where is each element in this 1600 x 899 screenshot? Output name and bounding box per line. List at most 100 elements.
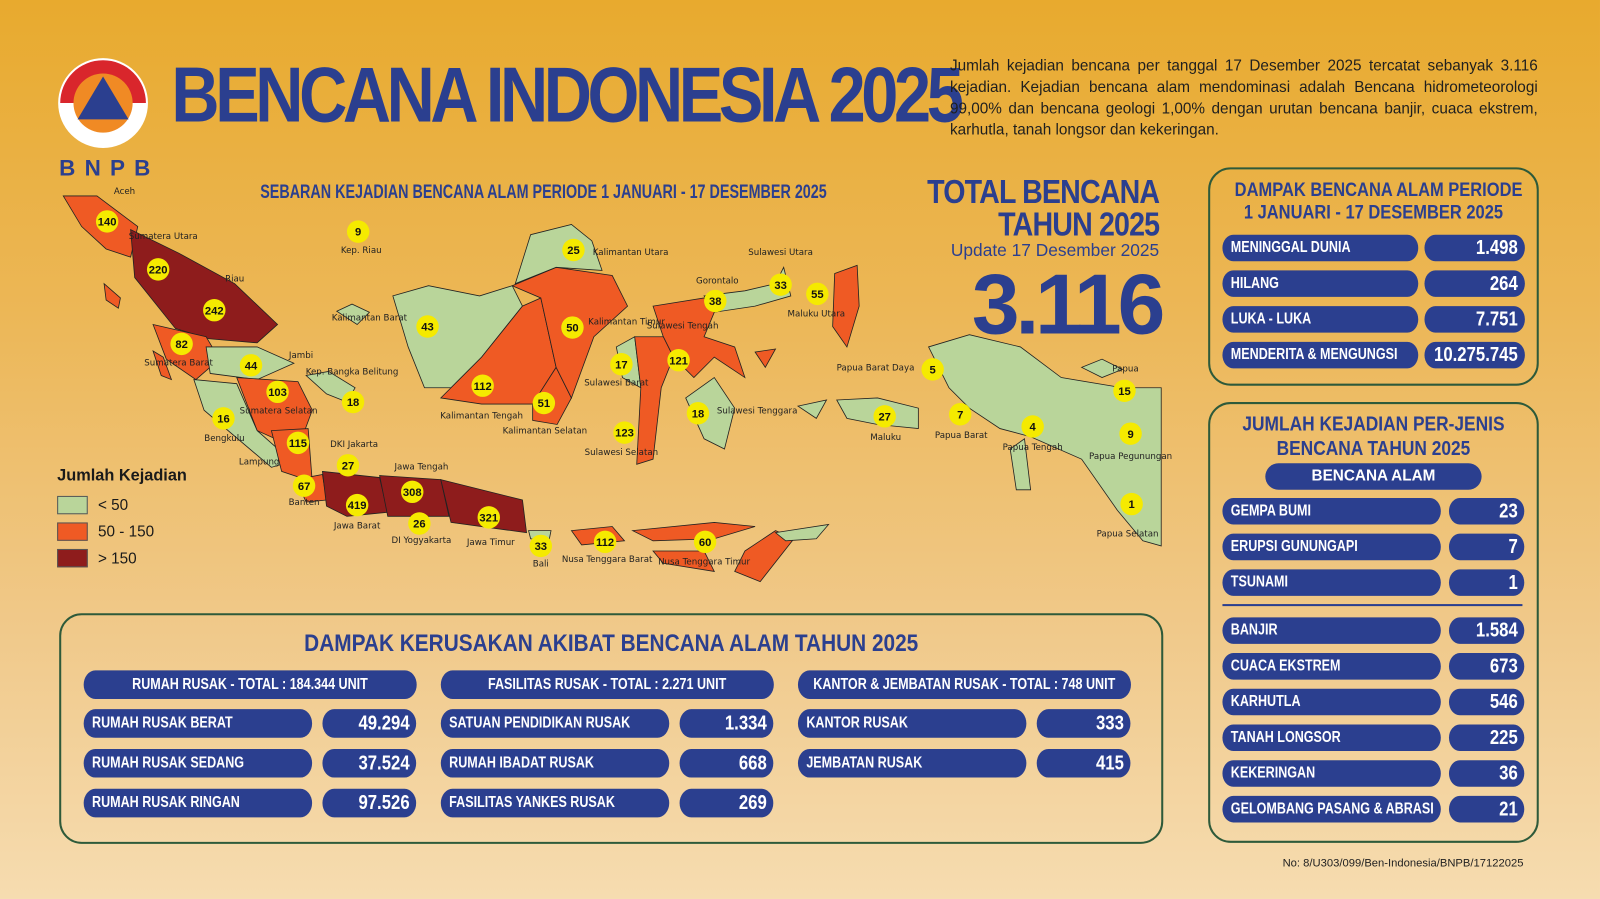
province-marker: 33 <box>769 273 792 296</box>
province-label: Jawa Barat <box>333 522 381 532</box>
marker-count: 27 <box>878 411 890 423</box>
legend-item-low: < 50 <box>57 492 187 519</box>
marker-circle <box>292 474 316 497</box>
marker-circle <box>610 353 633 376</box>
marker-count: 16 <box>217 413 229 425</box>
marker-count: 82 <box>175 339 187 351</box>
marker-count: 5 <box>930 364 936 376</box>
marker-count: 50 <box>566 323 578 335</box>
marker-circle <box>471 374 494 397</box>
marker-circle <box>345 493 369 517</box>
province-marker: 27 <box>336 454 360 477</box>
land-region <box>321 470 389 517</box>
marker-circle <box>477 506 500 529</box>
marker-circle <box>593 530 617 554</box>
province-label: Gorontalo <box>696 277 739 287</box>
land-region <box>734 530 795 583</box>
province-label: Sumatera Barat <box>144 358 213 368</box>
land-region <box>685 376 736 450</box>
damage-row-label: RUMAH RUSAK RINGAN <box>83 788 313 818</box>
land-region <box>774 523 830 542</box>
marker-circle <box>203 298 226 322</box>
province-marker: 123 <box>613 421 636 444</box>
land-region <box>335 303 371 326</box>
marker-circle <box>95 210 119 233</box>
marker-circle <box>948 403 972 426</box>
province-marker: 27 <box>873 405 896 428</box>
type-row-value: 225 <box>1448 724 1525 752</box>
province-marker: 115 <box>286 431 310 455</box>
province-label: Kep. Bangka Belitung <box>306 367 399 377</box>
land-region <box>130 228 279 344</box>
damage-row-value: 1.334 <box>679 709 774 738</box>
province-label: Bali <box>533 559 549 569</box>
province-marker: 121 <box>667 348 690 372</box>
type-row-label: TSUNAMI <box>1222 569 1441 596</box>
divider <box>1222 604 1523 607</box>
province-marker: 112 <box>593 530 617 554</box>
marker-count: 55 <box>811 289 823 301</box>
total-title: TOTAL BENCANA TAHUN 2025 <box>899 174 1160 241</box>
province-marker: 242 <box>203 298 226 322</box>
footnote: No: 8/U303/099/Ben-Indonesia/BNPB/171220… <box>1282 857 1524 870</box>
type-row-value: 546 <box>1448 688 1525 716</box>
damage-row-value: 97.526 <box>322 788 417 818</box>
marker-circle <box>529 534 553 558</box>
province-marker: 308 <box>401 480 424 504</box>
type-row-value: 21 <box>1448 795 1525 823</box>
legend-label: < 50 <box>97 496 129 514</box>
province-label: DKI Jakarta <box>330 440 378 450</box>
type-row-value: 1.584 <box>1448 617 1525 644</box>
marker-circle <box>408 512 431 535</box>
land-region <box>1009 438 1032 491</box>
land-region <box>103 282 121 309</box>
marker-count: 7 <box>957 409 963 421</box>
marker-count: 44 <box>245 360 258 372</box>
province-marker: 18 <box>341 390 365 414</box>
marker-count: 27 <box>342 460 354 472</box>
land-region <box>152 350 173 381</box>
land-region <box>631 522 756 542</box>
province-label: Kalimantan Selatan <box>503 427 588 437</box>
province-label: Papua Selatan <box>1097 530 1159 540</box>
impact-row-value: 7.751 <box>1424 306 1525 333</box>
total-value: 3.116 <box>971 256 1165 353</box>
land-region <box>832 264 860 348</box>
marker-count: 1 <box>1128 499 1134 511</box>
marker-count: 121 <box>669 355 688 367</box>
damage-row-value: 49.294 <box>322 709 417 738</box>
marker-circle <box>336 454 360 477</box>
damage-row-value: 269 <box>679 788 774 818</box>
marker-count: 115 <box>289 438 307 450</box>
province-label: Jawa Tengah <box>393 462 448 472</box>
damage-row-value: 415 <box>1036 748 1131 778</box>
province-label: Jawa Timur <box>466 538 515 548</box>
marker-count: 17 <box>615 359 627 371</box>
marker-count: 308 <box>403 487 422 499</box>
province-marker: 4 <box>1021 415 1044 438</box>
type-row-label: GEMPA BUMI <box>1222 497 1441 525</box>
type-row-value: 7 <box>1448 533 1525 561</box>
marker-circle <box>686 402 710 425</box>
marker-count: 9 <box>1127 429 1133 441</box>
impact-row-value: 1.498 <box>1424 234 1525 262</box>
impact-row-value: 264 <box>1424 270 1525 297</box>
province-marker: 16 <box>212 407 235 430</box>
land-region <box>652 550 716 572</box>
province-marker: 55 <box>806 282 829 306</box>
marker-count: 51 <box>538 398 550 410</box>
map-title: SEBARAN KEJADIAN BENCANA ALAM PERIODE 1 … <box>260 181 827 204</box>
province-marker: 5 <box>921 358 944 381</box>
land-region <box>440 479 527 534</box>
type-row-label: GELOMBANG PASANG & ABRASI <box>1222 795 1441 823</box>
province-label: Papua Barat <box>935 431 988 441</box>
province-marker: 140 <box>95 210 119 233</box>
natural-disaster-header: BENCANA ALAM <box>1265 463 1482 490</box>
marker-circle <box>704 289 727 313</box>
marker-count: 321 <box>479 512 498 524</box>
province-label: Papua Tengah <box>1003 443 1063 453</box>
marker-circle <box>286 431 310 455</box>
province-marker: 419 <box>345 493 369 517</box>
province-label: Bengkulu <box>204 434 244 444</box>
